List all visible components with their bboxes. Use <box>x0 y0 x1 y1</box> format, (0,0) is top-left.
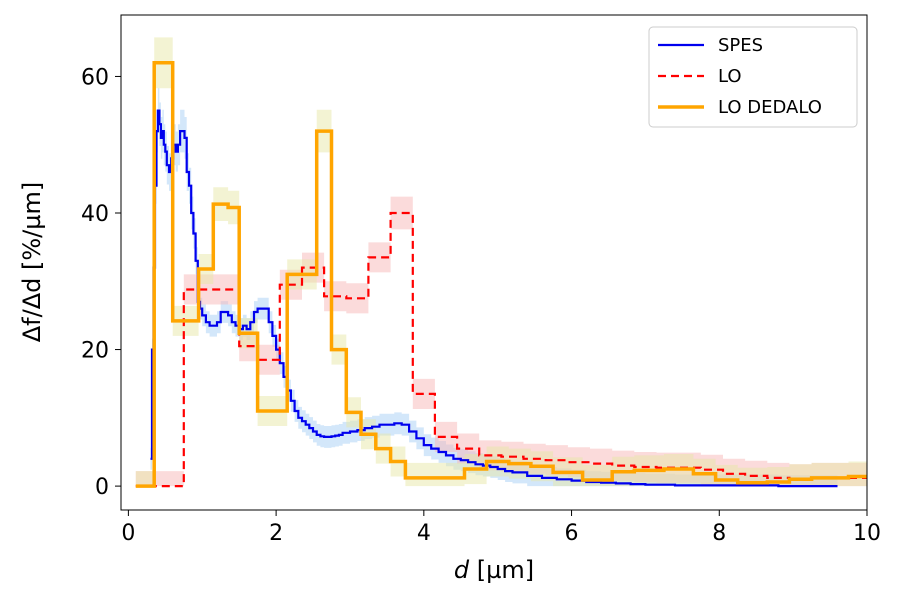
x-tick-label: 8 <box>712 521 726 546</box>
uncertainty-bands <box>135 37 867 487</box>
y-tick-label: 20 <box>81 339 109 364</box>
series-lines <box>135 61 867 488</box>
y-axis: 0 20 40 60 <box>81 65 121 500</box>
x-axis-title: d [µm] <box>454 556 534 584</box>
band-spes <box>150 88 838 487</box>
x-tick-label: 10 <box>853 521 881 546</box>
x-tick-label: 6 <box>565 521 579 546</box>
plot-frame <box>120 14 868 511</box>
x-tick-label: 0 <box>121 521 135 546</box>
legend: SPES LO LO DEDALO <box>648 26 858 128</box>
legend-label-lo: LO <box>718 66 742 87</box>
y-tick-label: 40 <box>81 202 109 227</box>
x-axis: 0 2 4 6 8 10 <box>121 510 881 546</box>
x-axis-unit: [µm] <box>469 556 534 584</box>
y-tick-label: 60 <box>81 65 109 90</box>
legend-label-lo-dedalo: LO DEDALO <box>718 97 822 118</box>
band-lo <box>135 196 867 487</box>
x-axis-var: d <box>454 556 470 584</box>
series-line-lo <box>135 211 867 488</box>
y-axis-title: Δf/Δd [%/µm] <box>18 182 46 343</box>
x-tick-label: 4 <box>417 521 431 546</box>
x-tick-label: 2 <box>269 521 283 546</box>
series-line-spes <box>150 109 838 488</box>
y-tick-label: 0 <box>95 475 109 500</box>
legend-box <box>648 26 858 128</box>
band-lo-dedalo <box>135 37 867 487</box>
series-line-lo-dedalo <box>135 61 867 488</box>
legend-label-spes: SPES <box>718 35 763 56</box>
